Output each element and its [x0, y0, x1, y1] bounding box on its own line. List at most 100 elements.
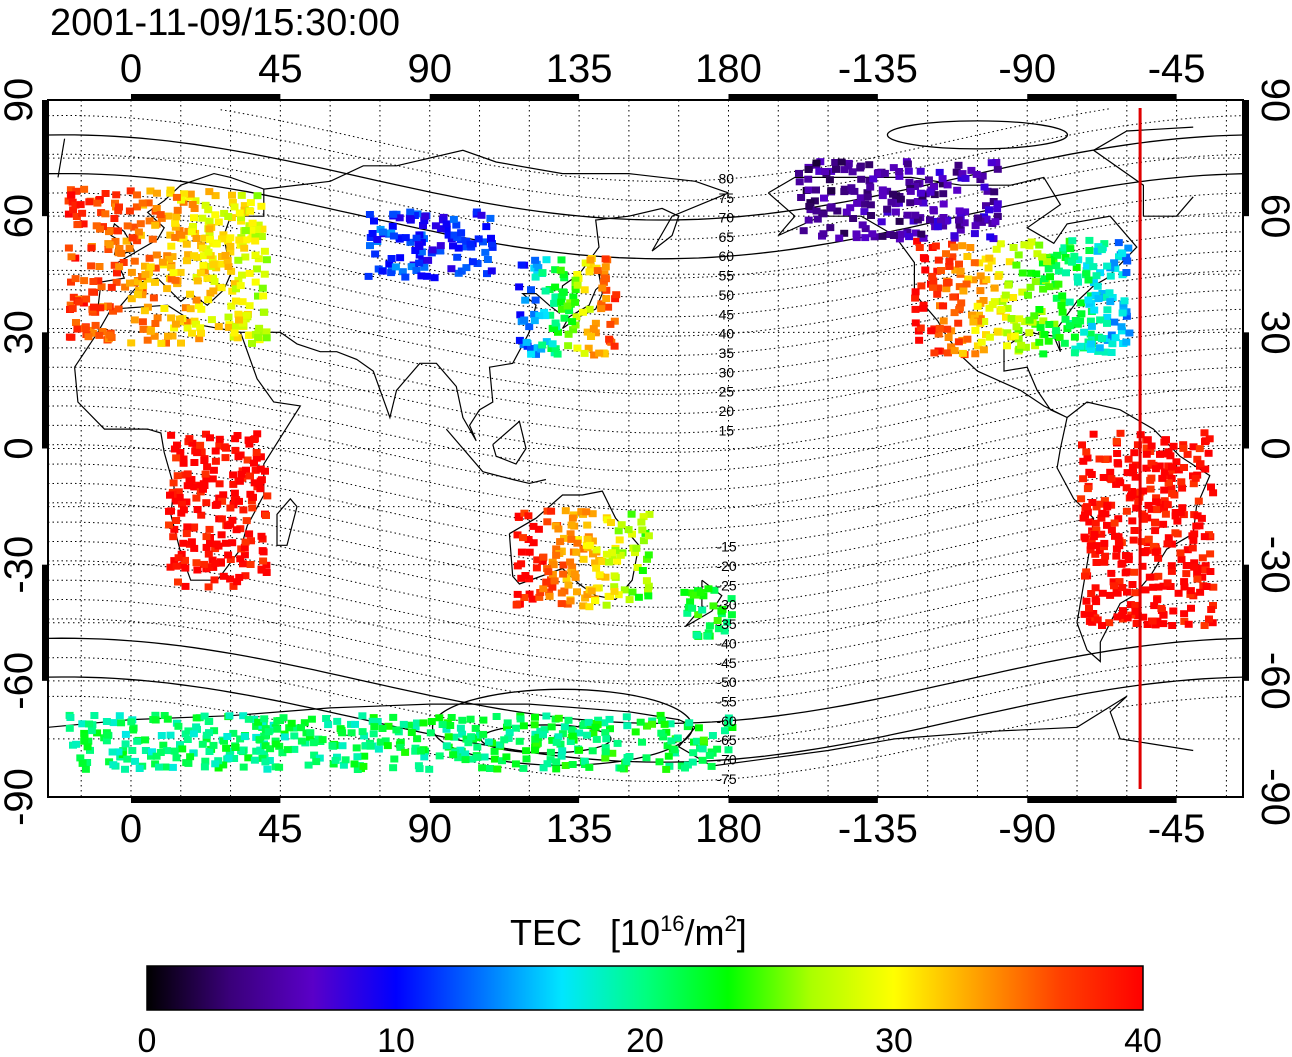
tec-cell [1085, 257, 1094, 265]
tec-cell [214, 218, 223, 226]
tec-cell [883, 187, 892, 195]
top-bar-segment [130, 94, 281, 100]
mlat-label: 30 [718, 364, 734, 380]
tec-cell [205, 717, 214, 725]
tec-cell [1090, 530, 1099, 538]
tec-cell [1096, 316, 1105, 324]
tec-cell [628, 588, 637, 596]
tec-cell [1141, 586, 1150, 594]
tec-cell [1139, 487, 1148, 495]
tec-cell [261, 742, 270, 750]
tec-cell [1167, 475, 1176, 482]
tec-cell [598, 284, 607, 292]
tec-cell [976, 287, 985, 295]
tec-cell [980, 183, 989, 191]
tec-cell [971, 350, 980, 358]
tec-cell [1176, 549, 1185, 557]
tec-cell [247, 537, 255, 545]
tec-cell [878, 192, 887, 200]
tec-cell [795, 169, 803, 177]
tec-cell [86, 746, 94, 754]
tec-cell [164, 332, 172, 340]
tec-cell [535, 593, 544, 601]
tec-cell [951, 266, 960, 274]
tec-cell [1173, 517, 1182, 525]
tec-cell [955, 260, 963, 268]
tec-cell [605, 715, 614, 723]
tec-cell [683, 609, 692, 617]
tec-cell [950, 232, 959, 240]
tec-cell [1186, 590, 1195, 598]
tec-cell [673, 734, 682, 742]
tec-cell [74, 298, 83, 306]
tec-cell [597, 300, 606, 308]
tec-cell [568, 318, 577, 326]
tec-cell [532, 740, 541, 748]
tec-cell [427, 718, 436, 725]
tec-cell [1149, 583, 1158, 591]
tec-cell [486, 214, 495, 222]
tec-cell [878, 186, 887, 194]
tec-cell [970, 259, 979, 267]
tec-cell [126, 187, 135, 195]
tec-cell [262, 512, 270, 519]
tec-cell [1160, 505, 1168, 513]
tec-cell [412, 234, 421, 242]
tec-cell [362, 742, 370, 750]
tec-cell [620, 586, 629, 594]
tec-cell [273, 725, 282, 733]
tec-cell [90, 712, 99, 719]
tec-cell [1085, 300, 1094, 308]
tec-cell [196, 324, 205, 332]
tec-cell [378, 725, 387, 732]
tec-cell [524, 536, 533, 543]
tec-cell [1111, 264, 1120, 272]
tec-cell [573, 271, 582, 278]
tec-cell [435, 714, 444, 722]
tec-cell [580, 286, 589, 294]
tec-cell [221, 251, 230, 259]
tec-cell [1110, 519, 1119, 527]
tec-cell [913, 216, 922, 224]
mlat-label: -25 [716, 577, 736, 593]
tec-cell [244, 754, 253, 762]
tec-cell [1113, 450, 1122, 457]
tec-cell [404, 721, 413, 729]
left-bar-segment [42, 332, 48, 449]
timestamp-label: 2001-11-09/15:30:00 [50, 2, 400, 44]
tec-cell [190, 459, 199, 466]
tec-cell [639, 537, 648, 545]
coastline [263, 149, 729, 194]
tec-cell [1147, 459, 1156, 467]
mlat-contour [48, 482, 1243, 569]
tec-cell [186, 305, 195, 313]
tec-cell [584, 718, 593, 726]
tec-cell [606, 725, 614, 733]
tec-cell [130, 257, 139, 265]
tec-cell [125, 244, 134, 252]
tec-cell [688, 758, 697, 766]
tec-cell [613, 557, 622, 565]
tec-cell [911, 288, 920, 296]
tec-cell [1129, 536, 1138, 544]
tec-cell [1103, 501, 1112, 509]
tec-cell [1152, 498, 1161, 506]
tec-cell [259, 292, 268, 300]
tec-cell [166, 231, 175, 239]
tec-cell [1001, 291, 1010, 299]
tec-cell [435, 752, 444, 760]
tec-cell [990, 284, 999, 292]
tec-cell [531, 296, 540, 304]
tec-cell [392, 726, 401, 734]
tec-cell [474, 235, 483, 243]
tec-cell [812, 186, 820, 194]
tec-cell [151, 716, 160, 724]
tec-cell [108, 748, 117, 756]
tec-cell [593, 267, 602, 275]
tec-cell [1092, 559, 1101, 566]
tec-cell [93, 199, 102, 207]
tec-cell [482, 223, 491, 231]
tec-cell [875, 170, 884, 178]
tec-cell [517, 548, 526, 556]
tec-cell [554, 328, 562, 336]
